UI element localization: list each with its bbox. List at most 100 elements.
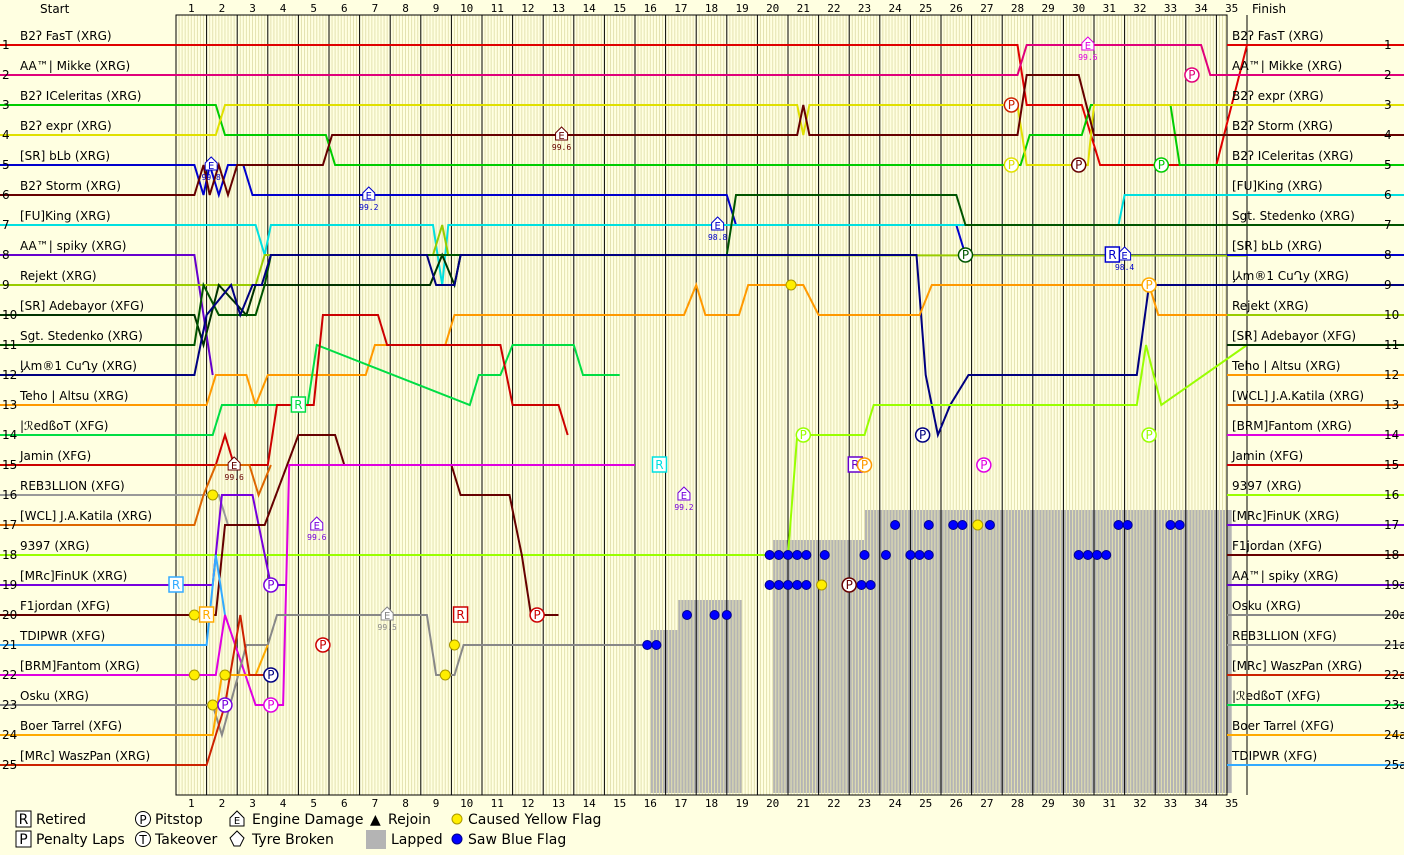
position-number-right: 8 (1384, 248, 1392, 262)
blue-flag-dot (984, 520, 995, 530)
engine-damage-marker-label: E (1121, 251, 1127, 262)
lap-label-top: 17 (674, 2, 687, 15)
lap-label-bottom: 11 (491, 797, 504, 810)
start-driver-label: [FU]King (XRG) (20, 209, 111, 223)
blue-flag-dot (783, 550, 793, 560)
pitstop-marker (1141, 427, 1157, 443)
blue-flag-dot (773, 580, 784, 590)
event-markers: E99.8E99.2E99.6E98.8E99.6E98.4E99.6E99.6… (168, 36, 1200, 713)
position-number-right: 25a (1384, 758, 1404, 772)
position-number-right: 5 (1384, 158, 1392, 172)
position-number-right: 17 (1384, 518, 1399, 532)
lap-label-top: 9 (433, 2, 440, 15)
lap-label-top: 20 (766, 2, 779, 15)
legend-label: Caused Yellow Flag (468, 812, 601, 828)
pitstop-marker-label: P (980, 458, 987, 472)
engine-damage-marker-label: E (558, 131, 564, 142)
position-number-left: 1 (2, 38, 10, 52)
pitstop-marker-label: P (221, 698, 228, 712)
lap-label-top: 22 (827, 2, 840, 15)
retired-marker (290, 396, 307, 413)
position-number-right: 18 (1384, 548, 1399, 562)
position-number-left: 15 (2, 458, 17, 472)
start-driver-label: F1jordan (XFG) (20, 599, 110, 613)
position-number-right: 15 (1384, 458, 1399, 472)
position-number-left: 14 (2, 428, 17, 442)
engine-damage-value: 98.8 (708, 233, 727, 242)
blue-flag-dot (682, 610, 693, 620)
engine-damage-marker (204, 156, 218, 171)
legend-symbol-text: R (19, 812, 29, 828)
yellow-flag-dot (207, 699, 219, 711)
lap-label-bottom: 29 (1041, 797, 1054, 810)
lap-label-bottom: 26 (950, 797, 963, 810)
lap-label-bottom: 5 (310, 797, 317, 810)
pitstop-marker-label: P (1008, 158, 1015, 172)
blue-flag-dot (773, 550, 784, 560)
pitstop-marker (795, 427, 812, 443)
lap-label-bottom: 14 (582, 797, 596, 810)
engine-damage-value: 99.2 (674, 503, 693, 512)
lapped-region (677, 600, 743, 793)
pitstop-marker-label: P (267, 578, 274, 592)
retired-marker-label: R (202, 608, 210, 622)
position-number-right: 14 (1384, 428, 1399, 442)
lap-label-top: 3 (249, 2, 256, 15)
engine-damage-value: 99.6 (1078, 53, 1097, 62)
lap-label-bottom: 10 (460, 797, 473, 810)
series-line (176, 343, 620, 436)
blue-flag-dot (783, 580, 793, 590)
finish-driver-label: [WCL] J.A.Katila (XRG) (1232, 389, 1364, 403)
lap-label-bottom: 30 (1072, 797, 1085, 810)
lap-label-top: 24 (888, 2, 902, 15)
position-number-right: 19a (1384, 578, 1404, 592)
position-number-right: 4 (1384, 128, 1392, 142)
pitstop-marker-label: P (319, 638, 326, 652)
lap-label-bottom: 12 (521, 797, 534, 810)
engine-damage-marker (1081, 36, 1095, 51)
position-number-right: 6 (1384, 188, 1392, 202)
pitstop-marker-label: P (533, 608, 540, 622)
engine-damage-marker (677, 486, 691, 501)
start-driver-label: |ℛedßoT (XFG) (20, 419, 108, 433)
retired-marker (168, 576, 184, 593)
position-number-right: 24a (1384, 728, 1404, 742)
finish-header: Finish (1252, 2, 1286, 16)
finish-driver-label: B2ʔ expr (XRG) (1232, 89, 1324, 103)
series-line (176, 282, 1247, 408)
engine-damage-marker-label: E (314, 521, 320, 532)
yellow-flag-dot (207, 489, 219, 501)
pitstop-marker-label: P (1145, 428, 1152, 442)
lap-label-top: 34 (1194, 2, 1208, 15)
lap-label-bottom: 24 (888, 797, 902, 810)
lap-label-top: 30 (1072, 2, 1085, 15)
lap-label-top: 13 (552, 2, 565, 15)
lap-label-top: 5 (310, 2, 317, 15)
blue-flag-dot (1073, 550, 1084, 560)
engine-damage-marker-label: E (366, 191, 372, 202)
lap-label-bottom: 27 (980, 797, 993, 810)
position-number-left: 17 (2, 518, 17, 532)
blue-flag-dot (1082, 550, 1093, 560)
start-driver-label: Jamin (XFG) (19, 449, 91, 463)
legend-label: Tyre Broken (251, 832, 334, 848)
start-header: Start (40, 2, 70, 16)
blue-flag-dot (948, 520, 959, 530)
lap-label-top: 25 (919, 2, 932, 15)
position-number-right: 22a (1384, 668, 1404, 682)
pitstop-marker-label: P (1075, 158, 1082, 172)
start-driver-label: ᶅ⅄m®1 CuՂy (XRG) (20, 359, 137, 373)
legend-label: Engine Damage (252, 812, 364, 828)
blue-flag-dot (819, 550, 830, 560)
blue-flag-dot (764, 580, 775, 590)
lap-label-top: 15 (613, 2, 626, 15)
start-driver-label: [SR] Adebayor (XFG) (20, 299, 144, 313)
lap-label-bottom: 8 (402, 797, 409, 810)
start-driver-label: [WCL] J.A.Katila (XRG) (20, 509, 152, 523)
series-line (176, 252, 462, 349)
position-number-right: 11 (1384, 338, 1399, 352)
blue-flag-dot (1113, 520, 1124, 530)
lap-label-top: 4 (280, 2, 287, 15)
series-line (176, 254, 1247, 439)
series-line (176, 464, 272, 526)
